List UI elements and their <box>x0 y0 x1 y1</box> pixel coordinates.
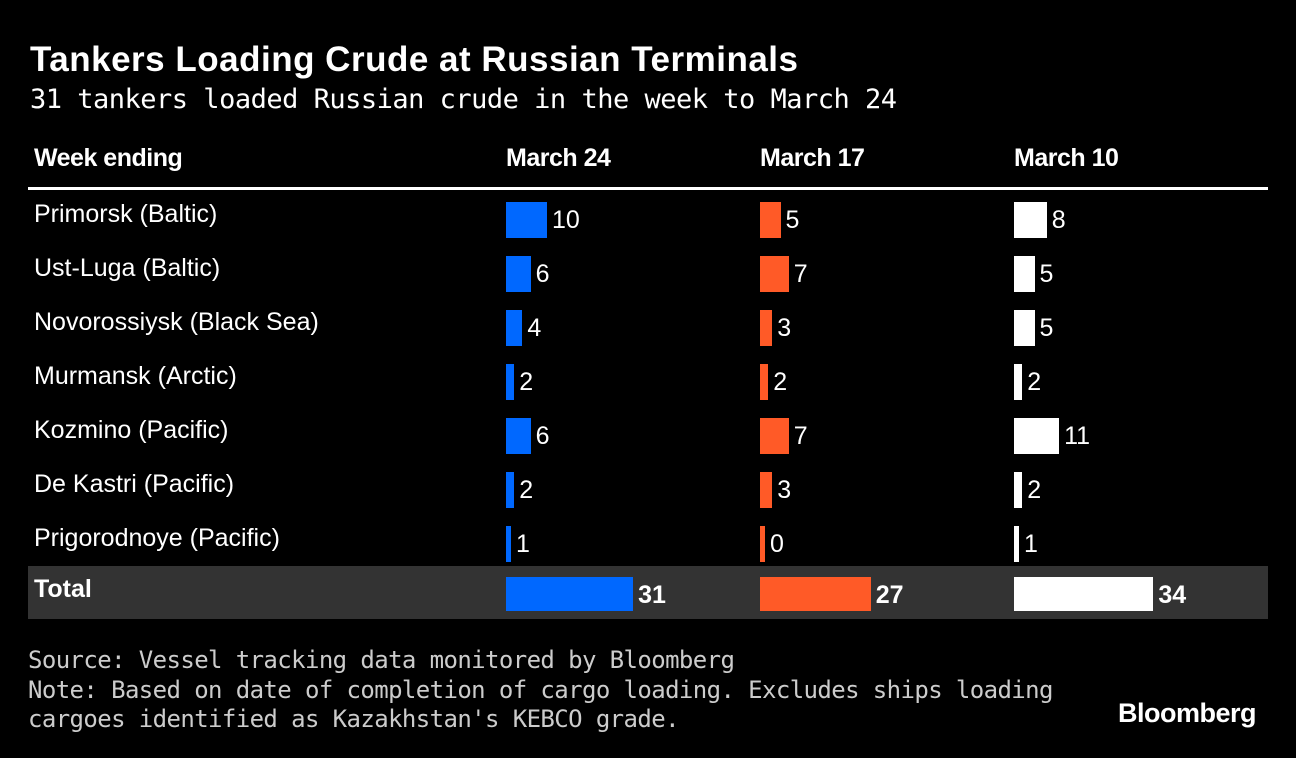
note-line-2: cargoes identified as Kazakhstan's KEBCO… <box>28 705 680 733</box>
bar-2 <box>1014 256 1035 292</box>
value-label-1: 2 <box>773 368 788 396</box>
value-label-1: 7 <box>793 422 808 450</box>
value-label-2: 2 <box>1027 476 1042 504</box>
bar-1 <box>760 202 781 238</box>
header-rule <box>28 187 1268 190</box>
bar-2 <box>1014 202 1047 238</box>
row-label: De Kastri (Pacific) <box>34 470 235 498</box>
total-bar-2 <box>1014 577 1154 611</box>
row-label: Prigorodnoye (Pacific) <box>34 524 280 552</box>
value-label-2: 5 <box>1039 314 1054 342</box>
header-col-1: March 17 <box>760 144 865 172</box>
bar-0 <box>506 256 531 292</box>
value-label-0: 6 <box>535 260 550 288</box>
total-bar-0 <box>506 577 634 611</box>
bar-2 <box>1014 310 1035 346</box>
value-label-2: 8 <box>1051 206 1066 234</box>
header-week-ending: Week ending <box>34 144 183 172</box>
bar-0 <box>506 526 511 562</box>
value-label-1: 3 <box>777 476 792 504</box>
value-label-1: 7 <box>793 260 808 288</box>
note-line-1: Note: Based on date of completion of car… <box>28 676 1053 704</box>
total-value-0: 31 <box>638 581 666 609</box>
value-label-2: 2 <box>1027 368 1042 396</box>
chart-subtitle: 31 tankers loaded Russian crude in the w… <box>30 84 897 115</box>
bar-0 <box>506 310 523 346</box>
value-label-2: 11 <box>1064 422 1091 450</box>
bar-2 <box>1014 526 1019 562</box>
bar-2 <box>1014 418 1060 454</box>
value-label-2: 5 <box>1039 260 1054 288</box>
bar-1 <box>760 526 765 562</box>
value-label-0: 4 <box>527 314 542 342</box>
value-label-0: 1 <box>516 530 530 558</box>
bar-1 <box>760 310 773 346</box>
value-label-0: 10 <box>552 206 580 234</box>
value-label-1: 5 <box>785 206 800 234</box>
bar-0 <box>506 418 531 454</box>
value-label-0: 6 <box>535 422 550 450</box>
total-value-2: 34 <box>1158 581 1187 609</box>
chart-title: Tankers Loading Crude at Russian Termina… <box>30 40 799 79</box>
value-label-0: 2 <box>519 368 534 396</box>
header-col-2: March 10 <box>1014 144 1119 172</box>
bar-1 <box>760 472 773 508</box>
total-value-1: 27 <box>875 581 904 609</box>
bar-0 <box>506 202 547 238</box>
bar-1 <box>760 418 789 454</box>
bar-2 <box>1014 472 1023 508</box>
bar-0 <box>506 472 515 508</box>
row-label: Primorsk (Baltic) <box>34 200 218 228</box>
source-note: Source: Vessel tracking data monitored b… <box>28 646 735 674</box>
bar-2 <box>1014 364 1023 400</box>
value-label-0: 2 <box>519 476 534 504</box>
total-label: Total <box>34 575 92 603</box>
total-bar-1 <box>760 577 871 611</box>
value-label-1: 3 <box>777 314 792 342</box>
row-label: Kozmino (Pacific) <box>34 416 229 444</box>
row-label: Novorossiysk (Black Sea) <box>34 308 319 336</box>
value-label-2: 1 <box>1024 530 1038 558</box>
header-col-0: March 24 <box>506 144 611 172</box>
bar-0 <box>506 364 515 400</box>
row-label: Murmansk (Arctic) <box>34 362 237 390</box>
bar-1 <box>760 364 769 400</box>
value-label-1: 0 <box>770 530 784 558</box>
row-label: Ust-Luga (Baltic) <box>34 254 221 282</box>
bar-1 <box>760 256 789 292</box>
bloomberg-logo: Bloomberg <box>1117 698 1257 728</box>
